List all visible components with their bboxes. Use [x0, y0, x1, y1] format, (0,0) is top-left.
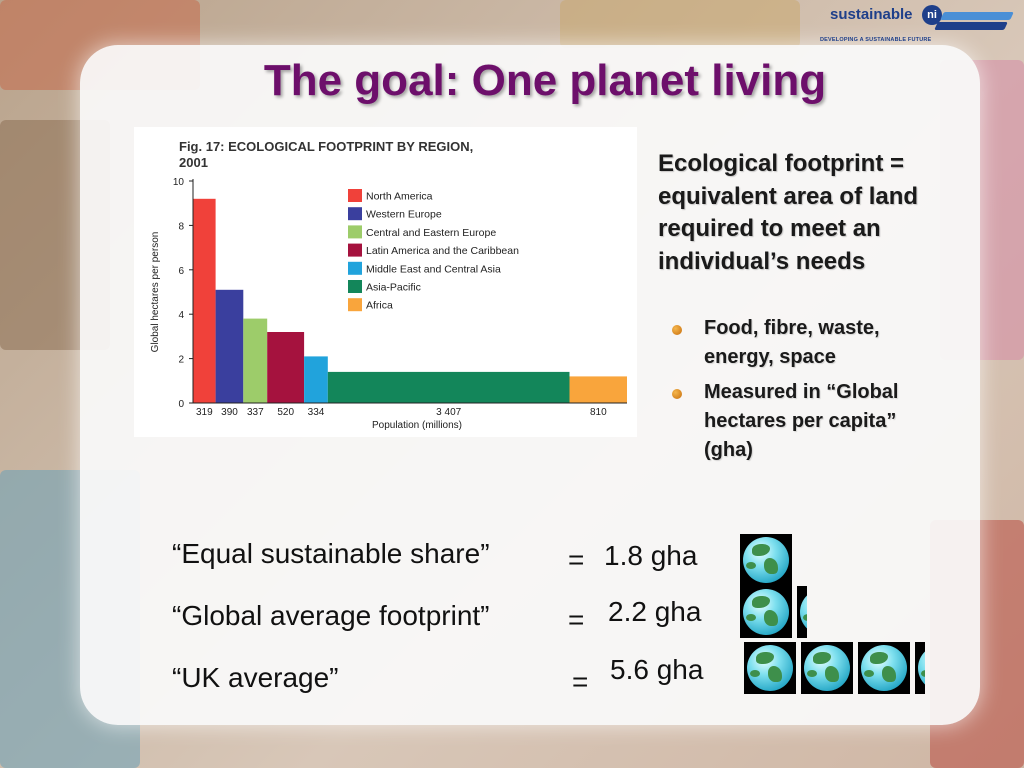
x-axis-label: Population (millions) [372, 420, 462, 431]
y-axis-label: Global hectares per person [150, 232, 161, 353]
legend-label: Asia-Pacific [366, 282, 421, 294]
bullet-dot-icon [672, 325, 682, 335]
legend-swatch [348, 189, 362, 202]
planet-earth-icon [801, 642, 853, 694]
bullet-text: Measured in “Global hectares per capita”… [704, 381, 899, 461]
bar-width-label: 520 [277, 407, 294, 418]
legend-label: North America [366, 191, 433, 203]
legend-swatch [348, 298, 362, 312]
planet-earth-icon [740, 534, 792, 586]
definition-text: Ecological footprint = equivalent area o… [658, 150, 919, 275]
bar-middle-east-and-central-asia [304, 356, 328, 403]
logo-tagline: DEVELOPING A SUSTAINABLE FUTURE [820, 37, 932, 43]
equal-share-value: 1.8 gha [604, 540, 698, 571]
chart-title: Fig. 17: ECOLOGICAL FOOTPRINT BY REGION, [179, 139, 473, 154]
y-tick-label: 8 [178, 221, 184, 232]
global-average-label: “Global average footprint” [172, 600, 490, 631]
y-tick-label: 2 [178, 355, 184, 366]
y-tick-label: 10 [173, 177, 185, 188]
equals-sign: = [572, 666, 589, 697]
definition-bullets: Food, fibre, waste, energy, space Measur… [672, 314, 942, 471]
global-average-value: 2.2 gha [608, 596, 702, 627]
legend-swatch [348, 261, 362, 275]
bullet-dot-icon [672, 389, 682, 399]
legend-label: Africa [366, 300, 393, 312]
uk-average-label: “UK average” [172, 662, 339, 693]
planet-earth-icon [744, 642, 796, 694]
equals-sign: = [568, 604, 585, 635]
bar-width-label: 337 [247, 407, 264, 418]
legend-label: Western Europe [366, 209, 442, 221]
bar-width-label: 810 [590, 407, 607, 418]
chart-title-line2: 2001 [179, 155, 208, 170]
chart-svg: Fig. 17: ECOLOGICAL FOOTPRINT BY REGION,… [150, 139, 627, 431]
legend-label: Latin America and the Caribbean [366, 245, 519, 257]
y-tick-label: 0 [178, 399, 184, 410]
legend-swatch [348, 225, 362, 239]
bar-latin-america-and-the-caribbean [267, 332, 305, 403]
planet-earth-icon [740, 586, 792, 638]
uk-average-value: 5.6 gha [610, 654, 704, 685]
legend-swatch [348, 243, 362, 257]
y-tick-label: 4 [178, 310, 184, 321]
logo-text: sustainable [830, 6, 913, 23]
legend-swatch [348, 280, 362, 293]
sustainable-ni-logo[interactable]: sustainable ni DEVELOPING A SUSTAINABLE … [818, 4, 1014, 50]
bar-africa [569, 376, 627, 403]
footprint-chart: Fig. 17: ECOLOGICAL FOOTPRINT BY REGION,… [134, 127, 637, 437]
bar-central-and-eastern-europe [243, 318, 268, 403]
bar-width-label: 390 [221, 407, 238, 418]
bar-width-label: 319 [196, 407, 213, 418]
legend-label: Middle East and Central Asia [366, 263, 501, 275]
legend-label: Central and Eastern Europe [366, 227, 496, 239]
bar-north-america [193, 198, 216, 403]
planet-earth-icon [858, 642, 910, 694]
equals-sign: = [568, 544, 585, 575]
legend-swatch [348, 207, 362, 221]
background-poster [560, 0, 800, 48]
bullet-text: Food, fibre, waste, energy, space [704, 317, 880, 368]
logo-swoosh-icon [940, 12, 1014, 20]
logo-swoosh-icon [934, 22, 1008, 30]
page-title: The goal: One planet living [263, 56, 827, 105]
bar-asia-pacific [327, 371, 570, 403]
bar-width-label: 334 [308, 407, 325, 418]
logo-badge: ni [922, 5, 942, 25]
y-tick-label: 6 [178, 266, 184, 277]
bullet-item: Food, fibre, waste, energy, space [672, 314, 942, 372]
bar-width-label: 3 407 [436, 407, 461, 418]
bar-western-europe [215, 289, 244, 403]
equal-share-label: “Equal sustainable share” [172, 538, 490, 569]
planet-earth-icon [915, 642, 925, 694]
planet-earth-icon [797, 586, 807, 638]
bullet-item: Measured in “Global hectares per capita”… [672, 378, 942, 465]
